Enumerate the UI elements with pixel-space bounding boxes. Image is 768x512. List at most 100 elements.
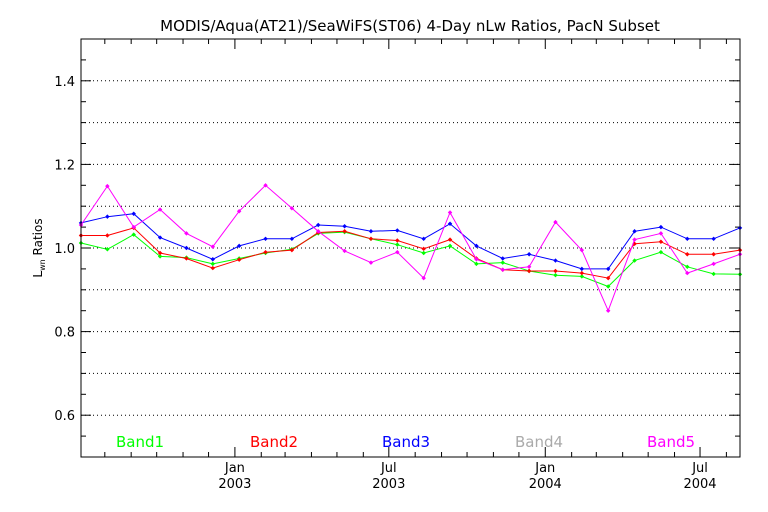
data-point-band5 (579, 247, 585, 253)
data-point-band3 (184, 245, 189, 251)
y-axis-label-rest: Ratios (31, 218, 45, 259)
data-point-band2 (553, 268, 558, 274)
data-point-band3 (289, 236, 295, 242)
data-point-band2 (447, 237, 453, 242)
data-point-band2 (395, 238, 400, 243)
data-point-band2 (658, 239, 664, 244)
data-point-band2 (342, 229, 347, 234)
data-point-band5 (685, 270, 690, 276)
data-point-band3 (500, 256, 505, 261)
y-axis-label-main: L (31, 271, 45, 278)
data-point-band3 (632, 229, 637, 234)
data-point-band3 (447, 221, 453, 226)
data-point-band3 (553, 258, 558, 263)
data-point-band3 (421, 236, 426, 242)
x-tick-label-month: Jul (380, 461, 397, 476)
x-tick-label-year: 2003 (372, 477, 405, 492)
plot-frame (80, 38, 741, 458)
data-point-band1 (105, 247, 110, 252)
data-point-band1 (421, 250, 426, 256)
data-point-band3 (605, 266, 611, 272)
data-point-band5 (263, 183, 268, 188)
data-point-band1 (632, 258, 637, 263)
data-point-band1 (711, 271, 716, 277)
series-line-band1 (80, 231, 741, 288)
data-point-band5 (632, 237, 637, 242)
series-lines (78, 183, 743, 313)
data-point-band3 (395, 228, 400, 233)
data-point-band1 (553, 272, 558, 278)
data-point-band5 (316, 229, 321, 234)
series-line-band5 (80, 184, 741, 313)
data-point-band1 (157, 254, 163, 259)
data-point-band2 (236, 257, 242, 262)
data-point-band2 (579, 270, 585, 276)
data-point-band1 (131, 232, 136, 237)
data-point-band3 (236, 243, 242, 249)
y-tick-label: 1.4 (54, 75, 75, 90)
data-point-band3 (210, 257, 216, 262)
y-axis-label-subscript: wn (38, 259, 47, 271)
data-point-band5 (184, 231, 189, 236)
y-axis-label: Lwn Ratios (31, 218, 47, 277)
data-point-band2 (368, 236, 374, 242)
data-point-band5 (474, 257, 479, 262)
x-tick-label-year: 2004 (529, 477, 562, 492)
y-tick-label: 1.0 (54, 242, 75, 257)
data-point-band5 (105, 183, 110, 189)
legend: Band1 Band2 Band3 Band4 Band5 (116, 433, 695, 451)
data-point-band3 (342, 224, 347, 229)
data-point-band5 (368, 260, 374, 265)
grid-lines (81, 80, 740, 416)
data-point-band3 (526, 252, 532, 257)
data-point-band3 (474, 243, 479, 249)
data-point-band5 (210, 244, 216, 249)
data-point-band1 (579, 274, 585, 279)
data-point-band5 (395, 249, 400, 255)
data-point-band1 (685, 264, 690, 270)
data-point-band5 (553, 219, 558, 225)
legend-band5: Band5 (647, 433, 695, 451)
data-point-band1 (395, 242, 400, 247)
data-point-band3 (316, 222, 321, 228)
series-line-band2 (81, 227, 741, 279)
y-tick-label: 1.2 (54, 158, 75, 173)
data-point-band2 (157, 250, 163, 256)
data-point-band1 (474, 261, 479, 267)
data-point-band2 (184, 256, 189, 261)
axis-ticks (81, 39, 740, 457)
data-point-band3 (658, 224, 664, 230)
data-point-band3 (157, 235, 163, 240)
data-point-band2 (685, 252, 690, 257)
data-point-band1 (500, 260, 505, 265)
data-point-band3 (685, 236, 690, 242)
data-point-band3 (105, 214, 110, 219)
data-point-band5 (236, 208, 242, 214)
data-point-band5 (711, 261, 716, 267)
x-tick-label-year: 2004 (683, 477, 716, 492)
data-point-band5 (157, 207, 163, 212)
chart-title: MODIS/Aqua(AT21)/SeaWiFS(ST06) 4-Day nLw… (160, 17, 660, 35)
data-point-band1 (447, 243, 453, 249)
x-tick-label-year: 2003 (218, 477, 251, 492)
data-point-band3 (131, 211, 136, 216)
x-tick-label-month: Jan (534, 461, 555, 476)
data-point-band5 (289, 206, 295, 211)
data-point-band3 (263, 236, 268, 242)
data-point-band5 (500, 267, 505, 272)
legend-band3: Band3 (382, 433, 430, 451)
data-point-band1 (658, 249, 664, 255)
data-point-band3 (711, 236, 716, 242)
series-line-band3 (80, 213, 741, 270)
y-tick-label: 0.8 (54, 326, 75, 341)
data-point-band1 (210, 261, 216, 267)
data-point-band5 (526, 264, 532, 270)
data-point-band3 (579, 266, 585, 272)
data-point-band2 (711, 252, 716, 257)
legend-band4: Band4 (515, 433, 563, 451)
data-point-band5 (447, 210, 453, 215)
data-point-band2 (421, 246, 426, 252)
legend-band2: Band2 (250, 433, 298, 451)
